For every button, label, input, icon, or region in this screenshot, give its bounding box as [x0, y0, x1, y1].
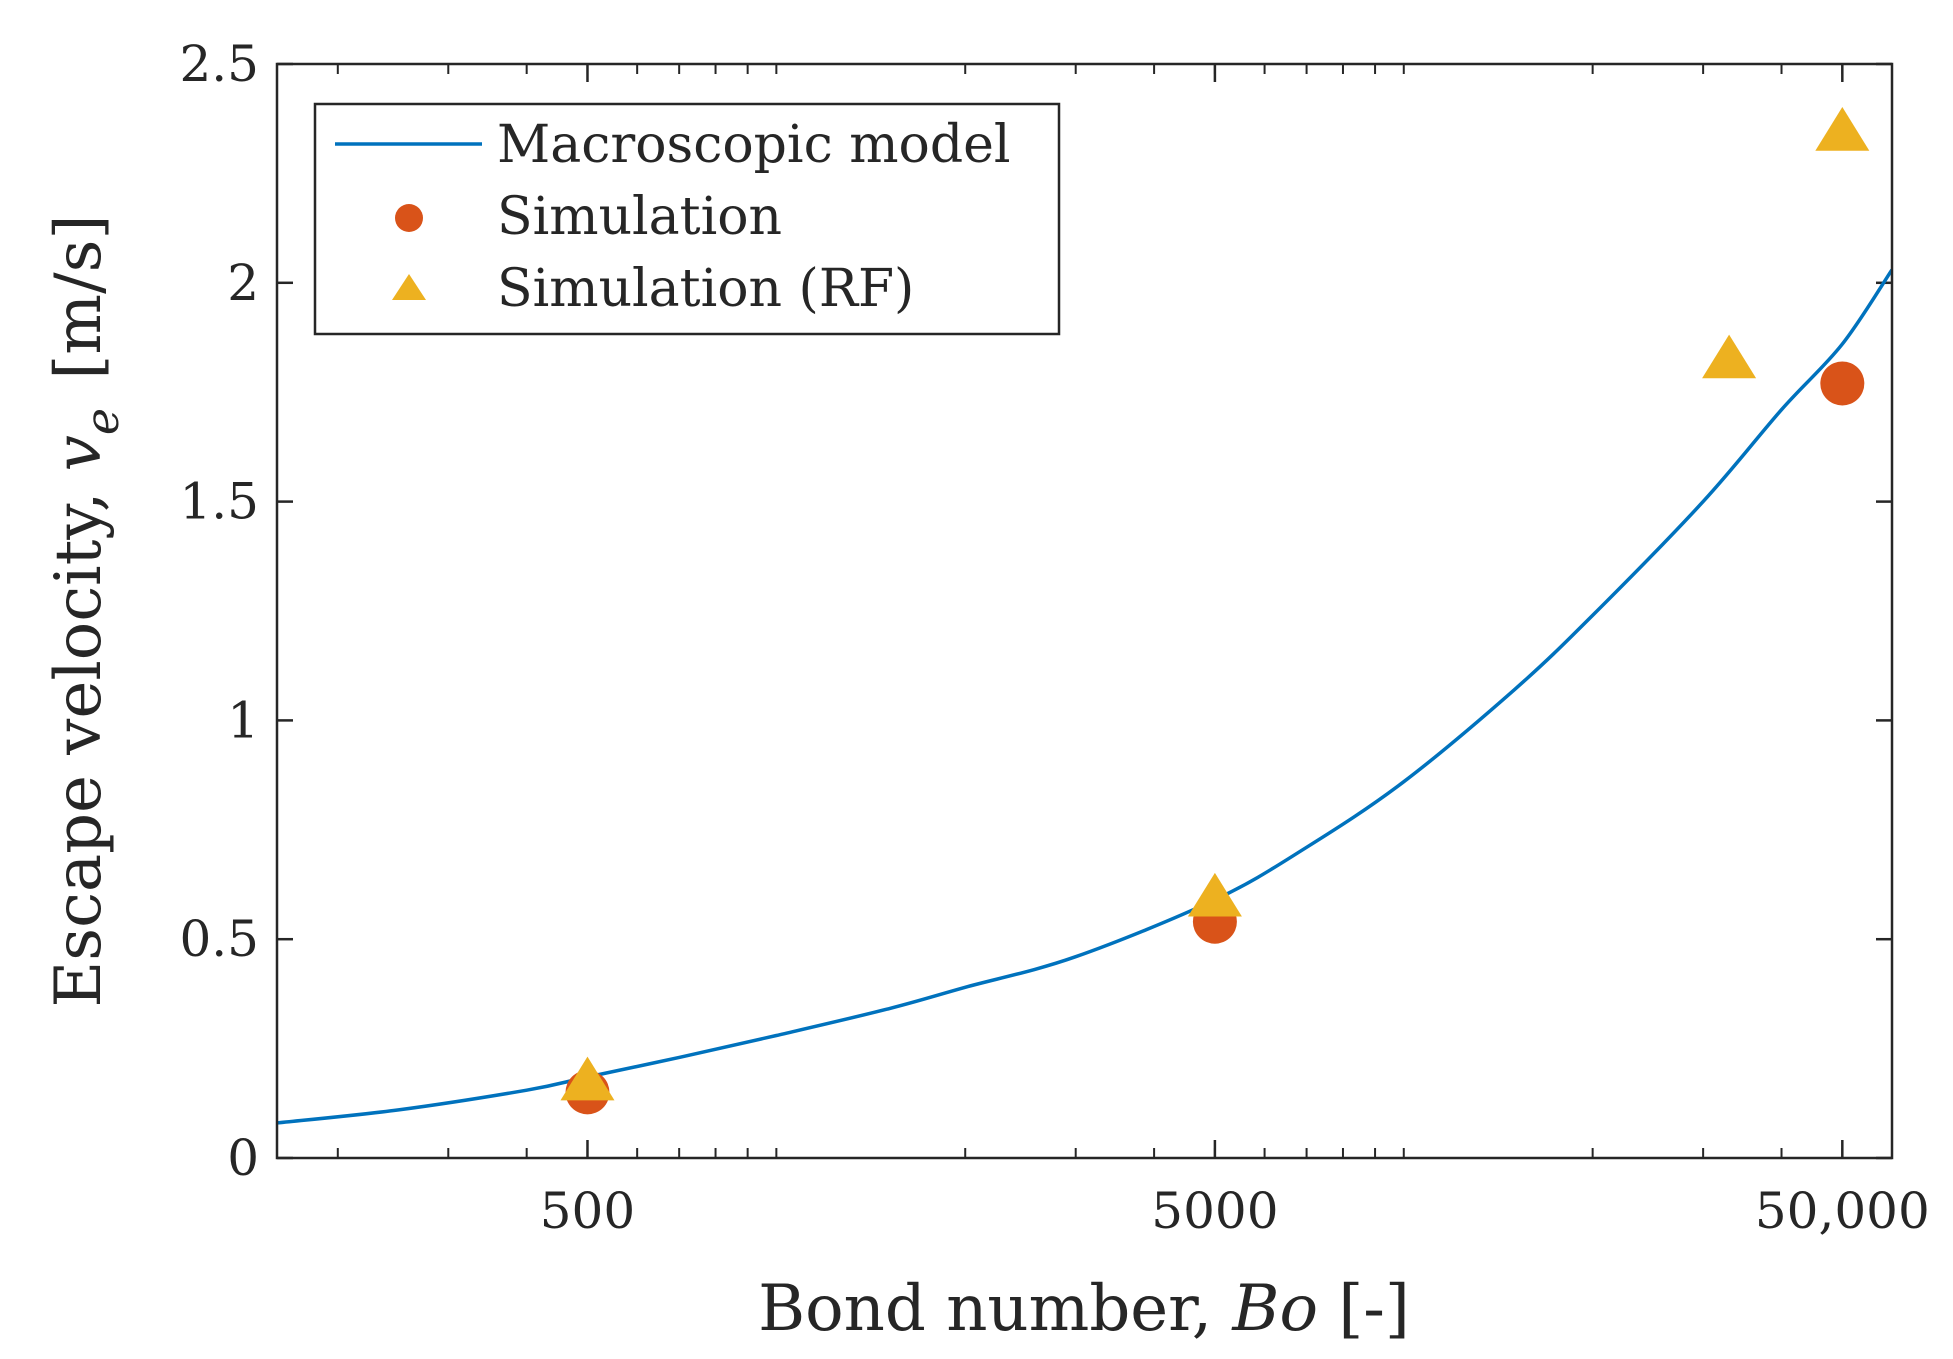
legend-label-model: Macroscopic model [497, 115, 1011, 175]
simulation-rf-point [1187, 872, 1242, 917]
simulation-rf-point [1815, 107, 1870, 151]
x-tick-label: 5000 [1151, 1182, 1278, 1240]
plot-frame [275, 62, 1894, 1160]
series-layer [277, 268, 1892, 1125]
y-tick-label: 1.5 [179, 473, 259, 531]
y-tick-label: 0.5 [179, 910, 259, 968]
legend-label-simulation: Simulation [497, 187, 782, 247]
y-axis-label-italic: v [42, 435, 116, 471]
y-tick-label: 2 [227, 254, 259, 312]
simulation-point [1820, 361, 1865, 406]
x-axis-label-main: Bond number, [758, 1272, 1232, 1346]
y-tick-label: 2.5 [179, 35, 259, 93]
legend-circle-sample [395, 204, 423, 232]
marker-layer [560, 107, 1870, 1115]
x-axis-label: Bond number, Bo [-] [758, 1272, 1410, 1346]
simulation-rf-point [1702, 334, 1757, 379]
y-axis-label-suffix: [m/s] [42, 215, 116, 400]
tick-labels: 0 0.5 1 1.5 2 2.5 500 5000 50,000 [179, 35, 1929, 1240]
x-axis-label-italic: Bo [1231, 1272, 1318, 1346]
legend: Macroscopic model Simulation Simulation … [313, 102, 1061, 336]
x-tick-label: 500 [540, 1182, 635, 1240]
simulation-rf-point [560, 1056, 615, 1101]
model-line [277, 268, 1892, 1125]
y-tick-label: 0 [227, 1129, 259, 1187]
legend-label-simulation-rf: Simulation (RF) [497, 259, 914, 319]
legend-triangle-sample [392, 274, 426, 300]
x-axis-label-suffix: [-] [1318, 1272, 1410, 1346]
y-axis-label-sub: e [75, 408, 129, 435]
y-tick-label: 1 [227, 691, 259, 749]
y-axis-label: Escape velocity, ve [m/s] [42, 215, 129, 1008]
x-tick-label: 50,000 [1755, 1182, 1930, 1240]
y-axis-label-main: Escape velocity, [42, 471, 116, 1007]
